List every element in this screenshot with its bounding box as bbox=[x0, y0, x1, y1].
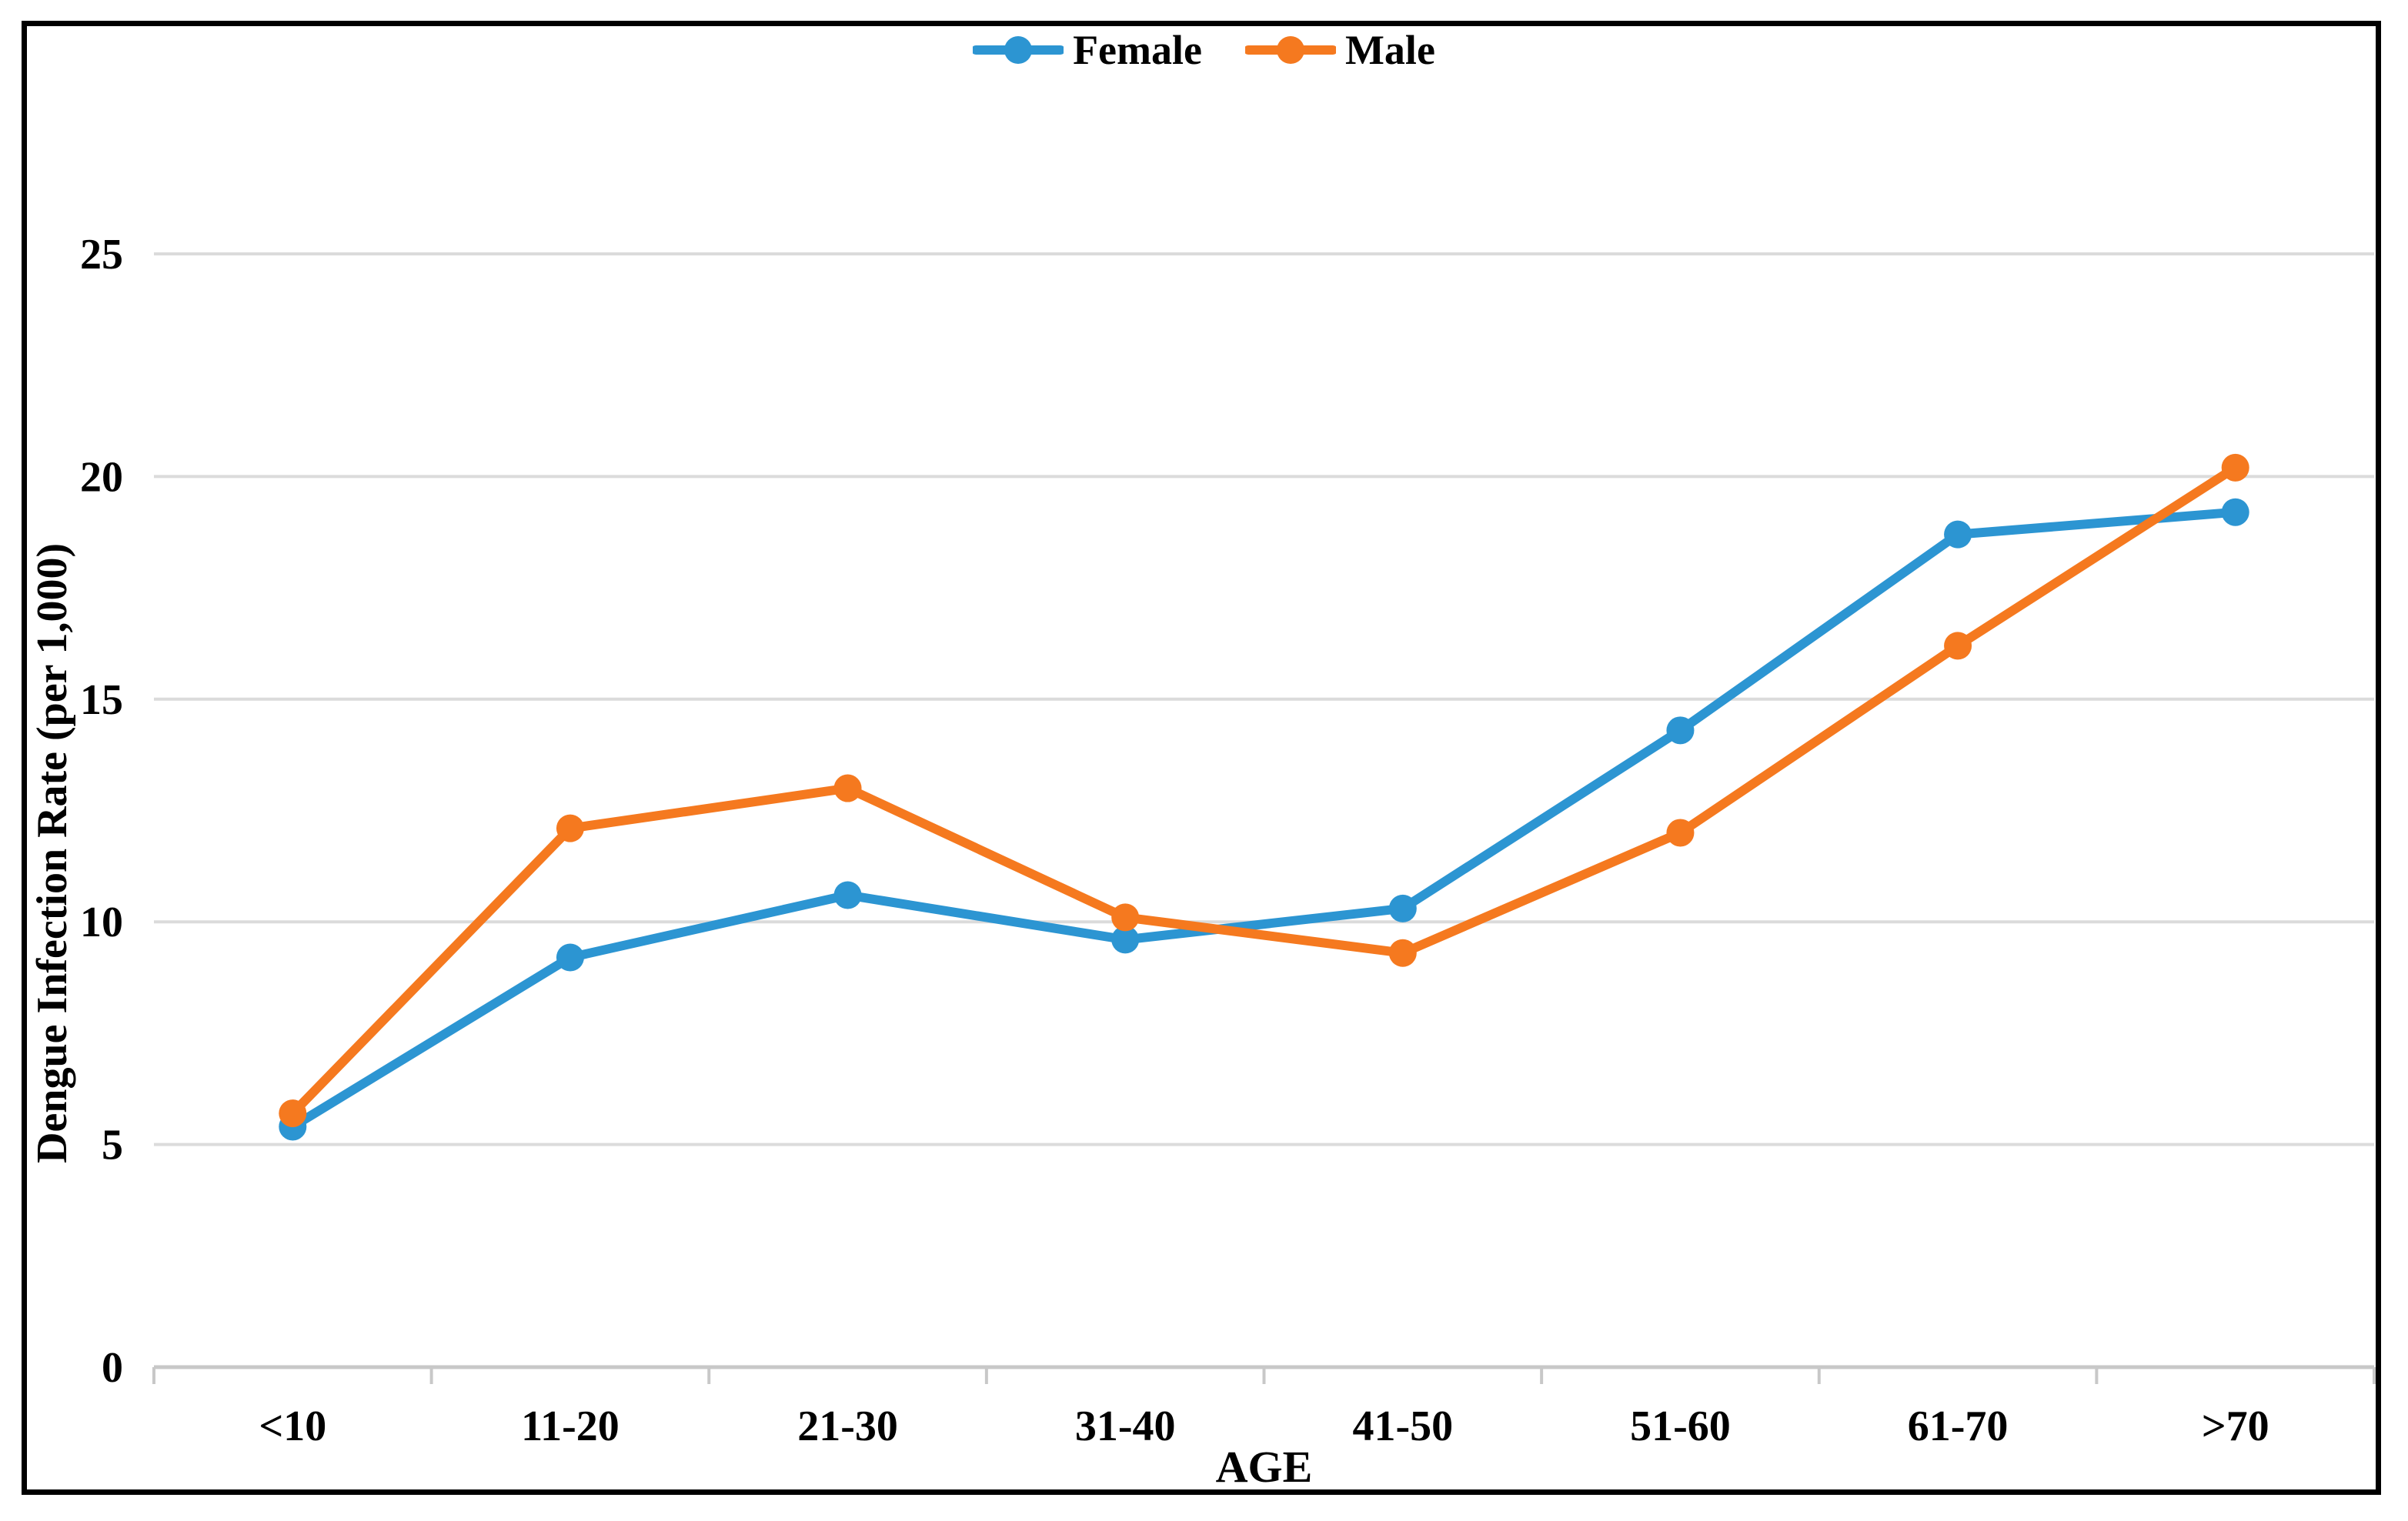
x-tick-label: 51-60 bbox=[1630, 1403, 1731, 1450]
series-line-male bbox=[288, 462, 2240, 1119]
data-point-male-3 bbox=[1111, 903, 1140, 932]
x-tick-label: <10 bbox=[259, 1403, 326, 1450]
y-axis-title: Dengue Infection Rate (per 1,000) bbox=[28, 542, 76, 1163]
data-point-female-2 bbox=[833, 881, 862, 909]
y-tick-label: 20 bbox=[80, 453, 123, 501]
data-point-male-7 bbox=[2221, 453, 2249, 482]
y-tick-label: 25 bbox=[80, 231, 123, 279]
legend: Female Male bbox=[0, 29, 2408, 71]
data-point-female-7 bbox=[2221, 498, 2249, 526]
legend-line-marker-icon bbox=[973, 36, 1064, 64]
x-tick-label: 21-30 bbox=[797, 1403, 898, 1450]
x-tick-label: 61-70 bbox=[1908, 1403, 2009, 1450]
y-tick-label: 5 bbox=[102, 1122, 123, 1169]
legend-line-marker-icon bbox=[1244, 36, 1336, 64]
y-tick-label: 0 bbox=[102, 1344, 123, 1392]
y-tick-label: 10 bbox=[80, 899, 123, 946]
chart-frame bbox=[22, 21, 2381, 1495]
data-point-female-1 bbox=[556, 943, 584, 972]
series-line-female bbox=[288, 507, 2240, 1132]
data-point-male-4 bbox=[1388, 939, 1417, 967]
x-tick-label: >70 bbox=[2202, 1403, 2269, 1450]
data-point-female-3 bbox=[1111, 926, 1140, 954]
legend-label-male: Male bbox=[1344, 27, 1435, 73]
x-tick-label: 11-20 bbox=[521, 1403, 620, 1450]
x-tick-label: 41-50 bbox=[1352, 1403, 1453, 1450]
data-point-male-0 bbox=[279, 1099, 307, 1128]
data-point-female-6 bbox=[1944, 520, 1972, 549]
data-point-male-6 bbox=[1944, 632, 1972, 660]
x-tick-label: 31-40 bbox=[1075, 1403, 1176, 1450]
legend-label-female: Female bbox=[1073, 27, 1202, 73]
legend-item-female: Female bbox=[973, 29, 1202, 71]
data-point-female-4 bbox=[1388, 894, 1417, 922]
x-axis-title: AGE bbox=[1215, 1442, 1313, 1492]
data-point-female-5 bbox=[1666, 716, 1695, 745]
data-point-male-2 bbox=[833, 774, 862, 802]
y-tick-label: 15 bbox=[80, 676, 123, 724]
data-point-male-5 bbox=[1666, 819, 1695, 847]
legend-item-male: Male bbox=[1244, 27, 1435, 73]
data-point-male-1 bbox=[556, 814, 584, 842]
